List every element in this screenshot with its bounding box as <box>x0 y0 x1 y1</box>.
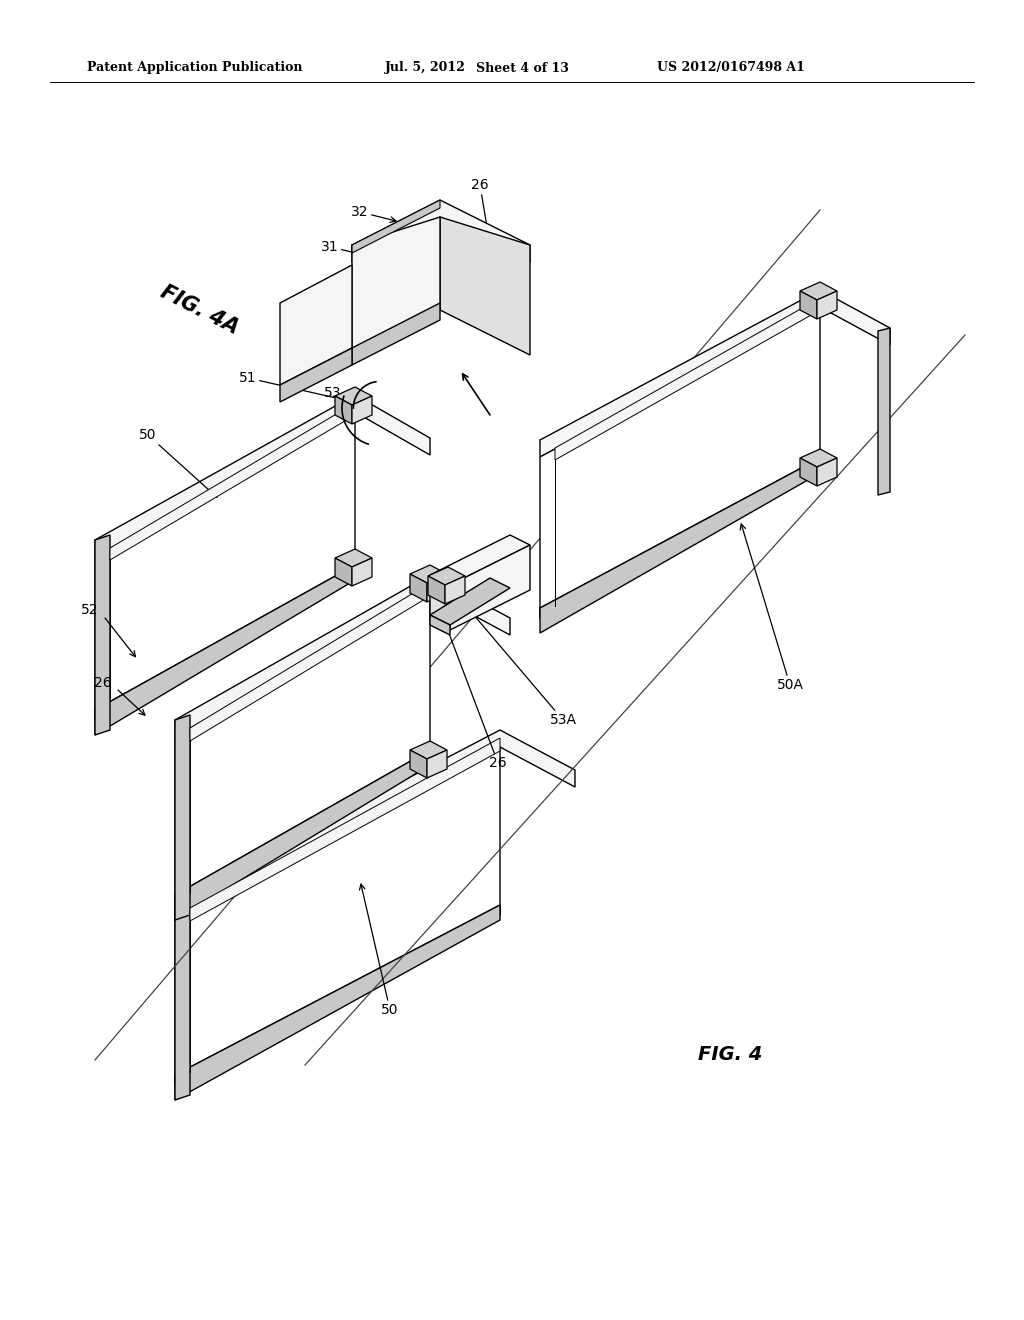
Polygon shape <box>410 565 447 583</box>
Polygon shape <box>280 348 352 403</box>
Text: Sheet 4 of 13: Sheet 4 of 13 <box>476 62 569 74</box>
Polygon shape <box>175 750 430 906</box>
Text: 53: 53 <box>325 385 342 400</box>
Polygon shape <box>175 906 500 1100</box>
Text: US 2012/0167498 A1: US 2012/0167498 A1 <box>657 62 805 74</box>
Polygon shape <box>352 558 372 586</box>
Polygon shape <box>95 565 355 719</box>
Polygon shape <box>335 396 352 424</box>
Polygon shape <box>427 574 447 602</box>
Polygon shape <box>335 387 372 405</box>
Polygon shape <box>95 535 110 735</box>
Polygon shape <box>280 265 352 385</box>
Polygon shape <box>410 750 427 777</box>
Polygon shape <box>428 568 465 585</box>
Polygon shape <box>430 578 510 624</box>
Polygon shape <box>410 741 447 759</box>
Polygon shape <box>175 715 190 920</box>
Polygon shape <box>352 201 530 261</box>
Text: 52: 52 <box>81 603 98 616</box>
Polygon shape <box>175 576 510 737</box>
Polygon shape <box>430 576 450 630</box>
Text: 32: 32 <box>351 205 396 222</box>
Text: 50A: 50A <box>740 524 804 692</box>
Polygon shape <box>800 449 837 467</box>
Polygon shape <box>175 895 190 1100</box>
Polygon shape <box>878 327 890 495</box>
Polygon shape <box>555 298 820 459</box>
Text: 53A: 53A <box>453 590 577 727</box>
Text: FIG. 4: FIG. 4 <box>697 1045 762 1064</box>
Polygon shape <box>540 308 820 618</box>
Text: Patent Application Publication: Patent Application Publication <box>87 62 302 74</box>
Polygon shape <box>175 730 575 917</box>
Text: 26: 26 <box>429 582 507 770</box>
Polygon shape <box>95 565 355 735</box>
Polygon shape <box>175 906 500 1085</box>
Polygon shape <box>335 558 352 586</box>
Polygon shape <box>817 290 837 319</box>
Polygon shape <box>428 576 445 605</box>
Polygon shape <box>540 458 820 618</box>
Polygon shape <box>410 574 427 602</box>
Polygon shape <box>440 216 530 355</box>
Text: FIG. 4A: FIG. 4A <box>158 282 243 338</box>
Polygon shape <box>175 591 430 906</box>
Polygon shape <box>427 750 447 777</box>
Polygon shape <box>335 549 372 568</box>
Polygon shape <box>800 290 817 319</box>
Polygon shape <box>175 750 430 920</box>
Text: 26: 26 <box>94 676 112 690</box>
Polygon shape <box>190 738 500 921</box>
Polygon shape <box>540 290 890 457</box>
Text: 31: 31 <box>322 240 360 256</box>
Polygon shape <box>352 201 440 253</box>
Polygon shape <box>800 458 817 486</box>
Polygon shape <box>817 458 837 486</box>
Polygon shape <box>190 583 430 741</box>
Polygon shape <box>175 747 500 1085</box>
Polygon shape <box>445 576 465 605</box>
Polygon shape <box>352 396 372 424</box>
Polygon shape <box>450 545 530 630</box>
Polygon shape <box>430 615 450 635</box>
Text: 26: 26 <box>471 178 492 240</box>
Text: Jul. 5, 2012: Jul. 5, 2012 <box>385 62 466 74</box>
Polygon shape <box>540 458 820 634</box>
Polygon shape <box>95 395 430 557</box>
Text: 50: 50 <box>139 428 217 498</box>
Text: 50: 50 <box>359 884 398 1016</box>
Polygon shape <box>110 403 355 560</box>
Polygon shape <box>352 216 440 355</box>
Polygon shape <box>800 282 837 300</box>
Polygon shape <box>95 412 355 719</box>
Text: 51: 51 <box>240 371 341 400</box>
Polygon shape <box>352 304 440 366</box>
Polygon shape <box>430 535 530 585</box>
